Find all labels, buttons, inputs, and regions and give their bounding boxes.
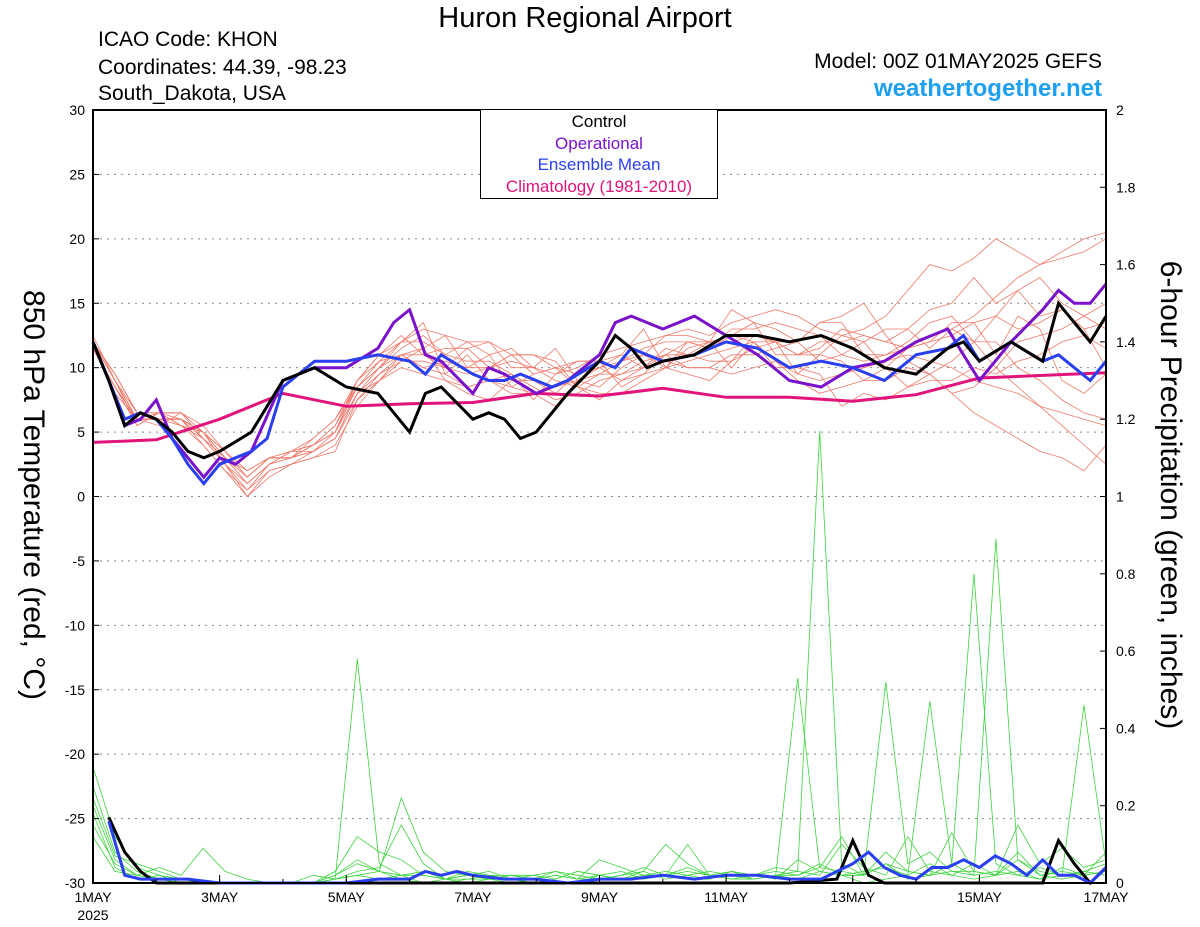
ensemble-mean-line: [91, 333, 1108, 486]
x-tick-label: 11MAY: [704, 889, 748, 905]
chart-title: Huron Regional Airport: [438, 2, 732, 34]
model-run: Model: 00Z 01MAY2025 GEFS: [814, 50, 1102, 73]
y-axis-label-left: 850 hPa Temperature (red, °C): [17, 290, 50, 700]
x-tick-label: 3MAY: [201, 889, 239, 905]
y-tick-label: -30: [65, 875, 85, 891]
operational-line: [91, 282, 1108, 480]
y2-tick-label: 0.6: [1116, 643, 1136, 659]
temperature-member-line: [92, 238, 1107, 478]
axis-ticks: 302520151050-5-10-15-20-25-3021.81.61.41…: [65, 102, 1136, 923]
y2-tick-label: 1: [1116, 489, 1124, 505]
x-tick-label: 15MAY: [957, 889, 1003, 905]
temperature-member-line: [92, 341, 1107, 491]
precipitation-member-line: [92, 678, 1107, 884]
site-link[interactable]: weathertogether.net: [873, 75, 1102, 102]
coordinates: Coordinates: 44.39, -98.23: [98, 56, 347, 79]
year-label: 2025: [77, 907, 108, 923]
precipitation-member-line: [92, 813, 1107, 884]
precipitation-members: [92, 430, 1107, 884]
legend-operational: Operational: [555, 133, 643, 153]
y-tick-label: 20: [69, 231, 85, 247]
y-axis-label-right: 6-hour Precipitation (green, inches): [1154, 260, 1187, 730]
grid-lines: [93, 173, 1106, 820]
x-tick-label: 7MAY: [454, 889, 492, 905]
y2-tick-label: 0.8: [1116, 566, 1136, 582]
y-tick-label: 25: [69, 166, 85, 182]
temperature-member-line: [92, 335, 1107, 498]
y-tick-label: 30: [69, 102, 85, 118]
y2-tick-label: 0.2: [1116, 798, 1136, 814]
region: South_Dakota, USA: [98, 82, 286, 105]
y2-tick-label: 0: [1116, 875, 1124, 891]
y2-tick-label: 1.8: [1116, 179, 1136, 195]
y-tick-label: 10: [69, 360, 85, 376]
icao-code: ICAO Code: KHON: [98, 28, 278, 51]
x-tick-label: 17MAY: [1084, 889, 1130, 905]
x-tick-label: 13MAY: [830, 889, 876, 905]
x-tick-label: 9MAY: [581, 889, 619, 905]
climatology-line: [92, 371, 1107, 444]
y-tick-label: 5: [77, 424, 85, 440]
x-tick-label: 1MAY: [74, 889, 112, 905]
y2-tick-label: 2: [1116, 102, 1124, 118]
x-tick-label: 5MAY: [328, 889, 366, 905]
y-tick-label: 15: [69, 295, 85, 311]
y-tick-label: -10: [65, 617, 85, 633]
y2-tick-label: 1.6: [1116, 257, 1136, 273]
y2-tick-label: 1.4: [1116, 334, 1136, 350]
y-tick-label: -20: [65, 746, 85, 762]
legend-climatology: Climatology (1981-2010): [505, 176, 693, 196]
y-tick-label: -25: [65, 811, 85, 827]
y2-tick-label: 0.4: [1116, 720, 1136, 736]
legend-control: Control: [571, 112, 627, 131]
legend: Control Operational Ensemble Mean Climat…: [480, 109, 718, 199]
y2-tick-label: 1.2: [1116, 411, 1136, 427]
control-line: [91, 300, 1108, 460]
y-tick-label: -15: [65, 682, 85, 698]
precipitation-member-line: [92, 658, 1107, 884]
precipitation-member-line: [92, 701, 1107, 884]
y-tick-label: -5: [73, 553, 86, 569]
precipitation-member-line: [92, 430, 1107, 884]
legend-mean: Ensemble Mean: [537, 155, 661, 174]
temperature-member-line: [92, 348, 1107, 485]
y-tick-label: 0: [77, 489, 85, 505]
